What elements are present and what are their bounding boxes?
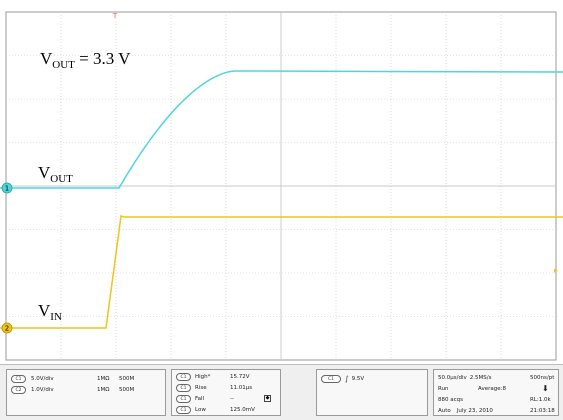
vout-eq-value: = 3.3 V xyxy=(75,49,131,68)
measurement-row[interactable]: C1 Low 125.0mV xyxy=(176,404,255,415)
acquisition-panel[interactable]: 50.0µs/div 2.5MS/s 500ns/pt Run Average:… xyxy=(433,369,559,416)
measurement-value: 15.72V xyxy=(230,373,250,380)
measurement-label: Rise xyxy=(195,384,207,391)
record-length: RL:1.0k xyxy=(530,396,551,403)
measurement-badge[interactable]: C1 xyxy=(176,405,191,414)
average-mode: Average:8 xyxy=(478,385,506,392)
ch1-vout-trace xyxy=(0,70,563,189)
trigger-source-badge[interactable]: C1 xyxy=(321,374,341,383)
ch2-marker-label: 2 xyxy=(5,325,9,333)
ch1-marker-label: 1 xyxy=(5,185,9,193)
measurement-badge[interactable]: C1 xyxy=(176,394,191,403)
measurement-label: Fall xyxy=(195,395,205,402)
measurement-label: High* xyxy=(195,373,211,380)
run-state: Run xyxy=(438,385,449,392)
measurement-label: Low xyxy=(195,406,206,413)
measurement-panel[interactable]: C1 High* 15.72V C1 Rise 11.01µs C1 Fall … xyxy=(171,369,281,416)
oscilloscope-screen: VOUT = 3.3 V VOUT VIN 1 2 ▸ T xyxy=(0,11,563,361)
timebase: 50.0µs/div xyxy=(438,374,467,381)
ch1-ground-marker xyxy=(1,182,13,194)
channel-settings-panel[interactable]: C1 5.0V/div 1MΩ 500M C2 1.0V/div 1MΩ 500… xyxy=(6,369,166,416)
date: July 23, 2010 xyxy=(456,407,493,414)
time: 21:03:18 xyxy=(530,407,555,414)
trigger-slope-icon: ∫ xyxy=(345,374,349,383)
channel-badge[interactable]: C1 xyxy=(11,374,26,383)
acq-row-1: 50.0µs/div 2.5MS/s 500ns/pt xyxy=(438,372,554,383)
trigger-level: 9.5V xyxy=(351,375,365,382)
ch2-ground-marker xyxy=(1,322,13,334)
measurement-value: -- xyxy=(230,395,234,402)
measurement-badge[interactable]: C1 xyxy=(176,383,191,392)
trigger-mode: Auto xyxy=(438,407,451,414)
sample-rate: 2.5MS/s xyxy=(469,374,492,381)
points-resolution: 500ns/pt xyxy=(530,374,555,381)
trigger-panel[interactable]: C1 ∫ 9.5V xyxy=(316,369,428,416)
vout-label: VOUT xyxy=(38,163,73,185)
vout-v: V xyxy=(38,163,51,182)
measurement-row[interactable]: C1 High* 15.72V xyxy=(176,371,250,382)
channel-row-2[interactable]: C2 1.0V/div 1MΩ 500M xyxy=(11,384,134,395)
channel-scale: 5.0V/div xyxy=(31,375,54,382)
vout-subscript: OUT xyxy=(50,173,73,185)
acq-row-3: 880 acqs RL:1.0k xyxy=(438,394,551,405)
measurement-badge[interactable]: C1 xyxy=(176,372,191,381)
acq-row-2: Run Average:8 ⬇ xyxy=(438,383,549,394)
channel-bandwidth: 500M xyxy=(119,375,135,382)
channel-coupling: 1MΩ xyxy=(97,386,110,393)
vout-equation-label: VOUT = 3.3 V xyxy=(40,49,131,71)
ch2-vin-trace xyxy=(0,215,563,329)
run-arrow-icon[interactable]: ⬇ xyxy=(542,384,549,393)
measurement-row[interactable]: C1 Fall -- ◆ xyxy=(176,393,271,404)
acquisition-count: 880 acqs xyxy=(438,396,463,403)
measurement-row[interactable]: C1 Rise 11.01µs xyxy=(176,382,252,393)
vout-eq-subscript: OUT xyxy=(52,59,75,71)
channel-badge[interactable]: C2 xyxy=(11,385,26,394)
trigger-position-marker: T xyxy=(112,12,118,20)
measurement-value: 125.0mV xyxy=(230,406,255,413)
vin-v: V xyxy=(38,301,51,320)
measurement-settings-icon[interactable]: ◆ xyxy=(264,395,271,402)
channel-scale: 1.0V/div xyxy=(31,386,54,393)
status-bar: C1 5.0V/div 1MΩ 500M C2 1.0V/div 1MΩ 500… xyxy=(0,364,563,420)
trigger-level-arrow-icon: ▸ xyxy=(554,266,558,275)
vout-eq-v: V xyxy=(40,49,53,68)
channel-bandwidth: 500M xyxy=(119,386,135,393)
channel-row-1[interactable]: C1 5.0V/div 1MΩ 500M xyxy=(11,373,134,384)
measurement-value: 11.01µs xyxy=(230,384,253,391)
trigger-row[interactable]: C1 ∫ 9.5V xyxy=(321,373,364,384)
acq-row-4: Auto July 23, 2010 21:03:18 xyxy=(438,405,555,416)
graticule-grid xyxy=(5,11,557,361)
vin-label: VIN xyxy=(38,301,62,323)
channel-coupling: 1MΩ xyxy=(97,375,110,382)
vin-subscript: IN xyxy=(50,311,62,323)
